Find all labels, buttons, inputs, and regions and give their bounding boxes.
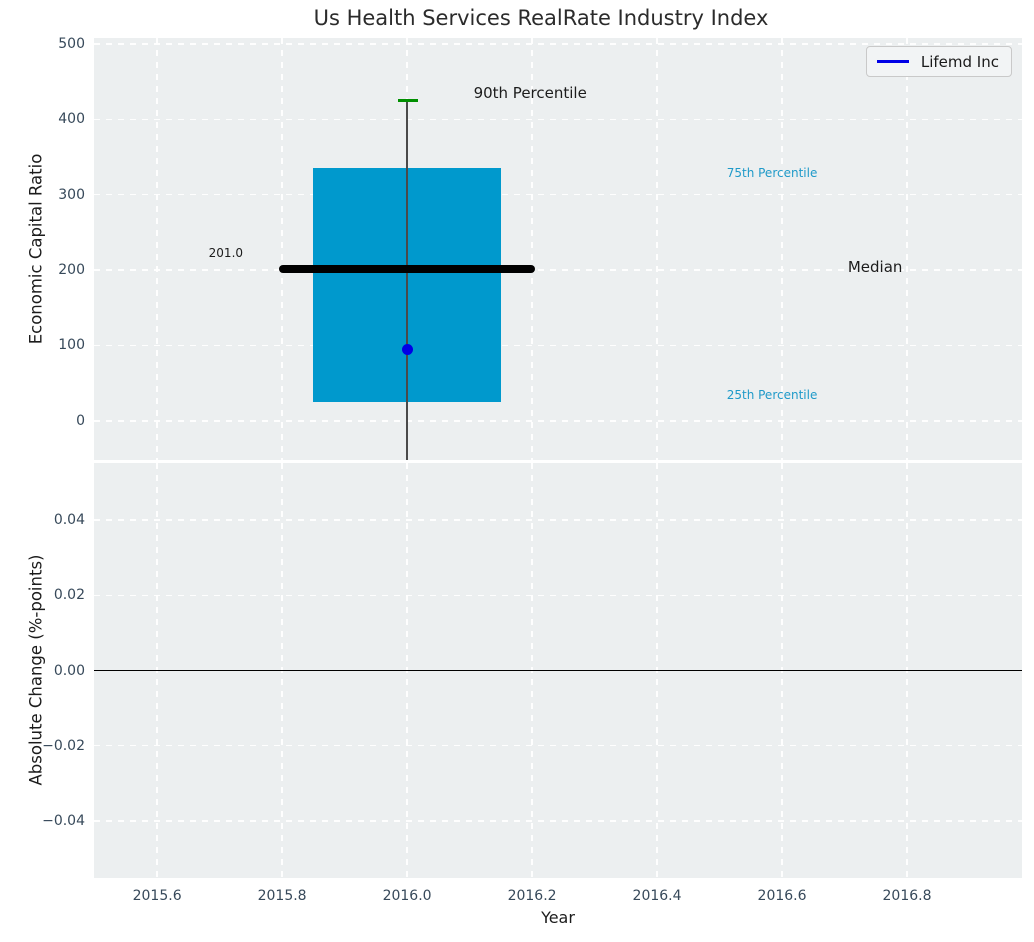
gridline-horizontal	[94, 269, 1022, 271]
gridline-horizontal	[94, 344, 1022, 347]
annotation-201-0: 201.0	[208, 245, 244, 260]
y-tick-label: 500	[58, 36, 85, 53]
annotation-75th-percentile: 75th Percentile	[726, 165, 818, 180]
axes-absolute-change	[94, 463, 1022, 878]
y-axis-label-economic-capital-ratio: Economic Capital Ratio	[26, 153, 46, 345]
y-tick-label: 0.00	[53, 662, 85, 679]
y-tick-label: −0.02	[42, 737, 85, 754]
gridline-horizontal	[94, 519, 1022, 521]
gridline-horizontal	[94, 820, 1022, 822]
chart-title: Us Health Services RealRate Industry Ind…	[313, 6, 769, 30]
legend-label: Lifemd Inc	[920, 52, 999, 71]
x-tick-label: 2015.8	[257, 888, 307, 904]
y-tick-label: 100	[58, 337, 85, 354]
y-tick-label: 200	[58, 262, 85, 279]
y-tick-label: −0.04	[42, 812, 85, 829]
gridline-vertical	[906, 38, 908, 460]
x-tick-label: 2016.4	[632, 888, 682, 904]
x-tick-label: 2015.6	[132, 888, 182, 904]
gridline-horizontal	[94, 193, 1022, 196]
x-tick-label: 2016.8	[882, 888, 932, 904]
legend: Lifemd Inc	[865, 46, 1012, 77]
gridline-horizontal	[94, 594, 1022, 597]
boxplot-whisker	[406, 100, 408, 460]
zero-baseline	[94, 669, 1022, 672]
x-tick-label: 2016.2	[507, 888, 557, 904]
gridline-vertical	[531, 38, 533, 460]
gridline-horizontal	[94, 118, 1022, 121]
y-tick-label: 0	[76, 412, 85, 429]
gridline-vertical	[281, 38, 283, 460]
annotation-90th-percentile: 90th Percentile	[473, 84, 587, 102]
y-tick-label: 0.04	[53, 512, 85, 529]
x-axis-label-year: Year	[541, 908, 575, 927]
annotation-median: Median	[847, 258, 903, 277]
gridline-horizontal	[94, 420, 1022, 422]
gridline-vertical	[156, 38, 158, 460]
gridline-vertical	[781, 38, 783, 460]
x-tick-label: 2016.6	[757, 888, 807, 904]
x-tick-label: 2016.0	[382, 888, 432, 904]
gridline-horizontal	[94, 744, 1022, 747]
boxplot-median-line	[278, 265, 536, 274]
gridline-vertical	[656, 38, 658, 460]
company-point	[401, 343, 413, 355]
legend-line-icon	[876, 60, 909, 63]
gridline-horizontal	[94, 43, 1022, 45]
boxplot-90th-percentile-cap	[397, 99, 418, 103]
y-tick-label: 300	[58, 186, 85, 203]
axes-economic-capital-ratio: Lifemd Inc 90th Percentile 75th Percentil…	[94, 38, 1022, 460]
y-tick-label: 400	[58, 111, 85, 128]
y-tick-label: 0.02	[53, 587, 85, 604]
annotation-25th-percentile: 25th Percentile	[726, 388, 818, 403]
